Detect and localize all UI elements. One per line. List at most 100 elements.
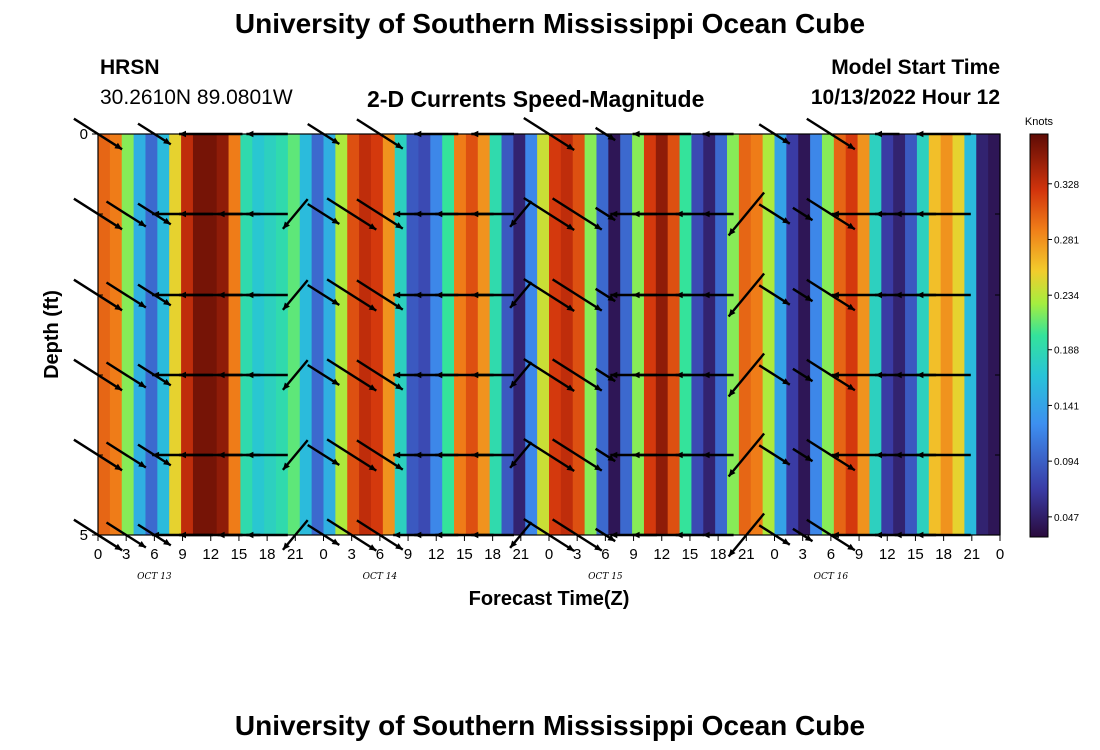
vector-shaft	[727, 352, 766, 398]
vector-head	[138, 541, 146, 548]
current-vector	[326, 438, 377, 472]
x-tick-label: 21	[738, 546, 755, 563]
vector-head	[152, 291, 160, 299]
heatmap-cell	[667, 134, 681, 535]
current-vector	[523, 437, 575, 473]
current-vector	[509, 200, 533, 228]
vector-head	[632, 210, 640, 218]
current-vector	[281, 279, 309, 311]
current-vector	[307, 363, 340, 387]
colorbar-tick-label: 0.094	[1054, 457, 1079, 468]
vector-head	[728, 389, 736, 397]
current-vector	[246, 291, 288, 299]
x-tick-label: 0	[770, 546, 778, 563]
current-vector	[594, 367, 616, 383]
vector-head	[847, 142, 855, 150]
current-vector	[281, 198, 309, 230]
heatmap-cell	[857, 134, 871, 535]
x-tick-label: 3	[122, 546, 130, 563]
vector-head	[675, 291, 683, 299]
x-tick-label: 9	[404, 546, 412, 563]
vector-head	[831, 371, 839, 379]
x-tick-label: 21	[963, 546, 980, 563]
current-vector	[806, 278, 856, 312]
heatmap-cell	[264, 134, 277, 535]
vector-head	[163, 458, 171, 466]
vector-head	[114, 303, 123, 311]
x-tick-label: 9	[629, 546, 637, 563]
vector-head	[607, 374, 616, 382]
x-tick-label: 12	[202, 546, 219, 563]
heatmap-cell	[406, 134, 420, 535]
heatmap-cell	[109, 134, 123, 535]
heatmap-cell	[252, 134, 265, 535]
chart-title: 2-D Currents Speed-Magnitude	[367, 86, 705, 112]
x-tick-label: 9	[178, 546, 186, 563]
current-vector	[675, 371, 705, 379]
vector-head	[246, 210, 254, 218]
x-tick-label: 15	[682, 546, 699, 563]
current-vector	[702, 291, 734, 299]
vector-shaft	[551, 278, 603, 312]
heatmap-cell	[181, 134, 194, 535]
day-label: OCT 16	[814, 572, 849, 582]
vector-head	[114, 543, 123, 551]
vector-head	[282, 221, 290, 229]
vector-head	[831, 210, 839, 218]
colorbar-unit: Knots	[1025, 116, 1054, 128]
x-tick-label: 18	[259, 546, 276, 563]
vector-head	[610, 371, 618, 379]
heatmap-cell	[632, 134, 645, 535]
vector-head	[368, 223, 377, 230]
x-tick-label: 12	[879, 546, 896, 563]
vector-head	[847, 543, 855, 551]
vector-shaft	[727, 191, 766, 237]
vector-head	[471, 291, 479, 299]
vector-head	[702, 210, 710, 218]
vector-head	[804, 213, 813, 221]
current-vector	[792, 287, 814, 303]
vector-shaft	[356, 279, 404, 311]
vector-head	[395, 463, 403, 470]
vector-head	[607, 534, 616, 542]
heatmap-cell	[121, 134, 135, 535]
current-vector	[551, 197, 603, 231]
heatmap-cell	[596, 134, 609, 535]
vector-head	[395, 543, 403, 550]
current-vector	[471, 371, 514, 379]
vector-head	[435, 371, 443, 379]
vector-head	[607, 294, 616, 302]
vector-head	[566, 384, 575, 391]
vector-head	[414, 451, 422, 459]
vector-shaft	[326, 438, 377, 472]
current-vector	[727, 272, 766, 318]
vector-shaft	[356, 359, 404, 391]
heatmap-cell	[525, 134, 538, 535]
page-title: University of Southern Mississippi Ocean…	[234, 8, 866, 39]
current-vector	[792, 367, 814, 383]
heatmap-cell	[169, 134, 182, 535]
vector-head	[728, 549, 736, 557]
current-vector	[326, 278, 377, 312]
current-vector	[916, 291, 971, 299]
vector-shaft	[551, 438, 603, 472]
vector-head	[368, 384, 377, 391]
heatmap-cell	[774, 134, 787, 535]
vector-head	[782, 137, 790, 144]
vector-shaft	[356, 439, 404, 471]
vector-head	[179, 210, 186, 218]
x-tick-label: 3	[348, 546, 356, 563]
current-vector	[792, 206, 814, 222]
vector-head	[152, 371, 160, 379]
heatmap-cell	[240, 134, 253, 535]
heatmap-cell	[382, 134, 396, 535]
current-vector	[594, 287, 616, 303]
vector-head	[179, 371, 186, 379]
vector-head	[782, 298, 790, 305]
footer-title: University of Southern Mississippi Ocean…	[234, 710, 866, 741]
x-tick-label: 0	[319, 546, 327, 563]
vector-head	[114, 383, 123, 391]
vector-shaft	[105, 441, 147, 469]
colorbar-tick-label: 0.188	[1054, 346, 1079, 357]
current-vector	[702, 451, 734, 459]
